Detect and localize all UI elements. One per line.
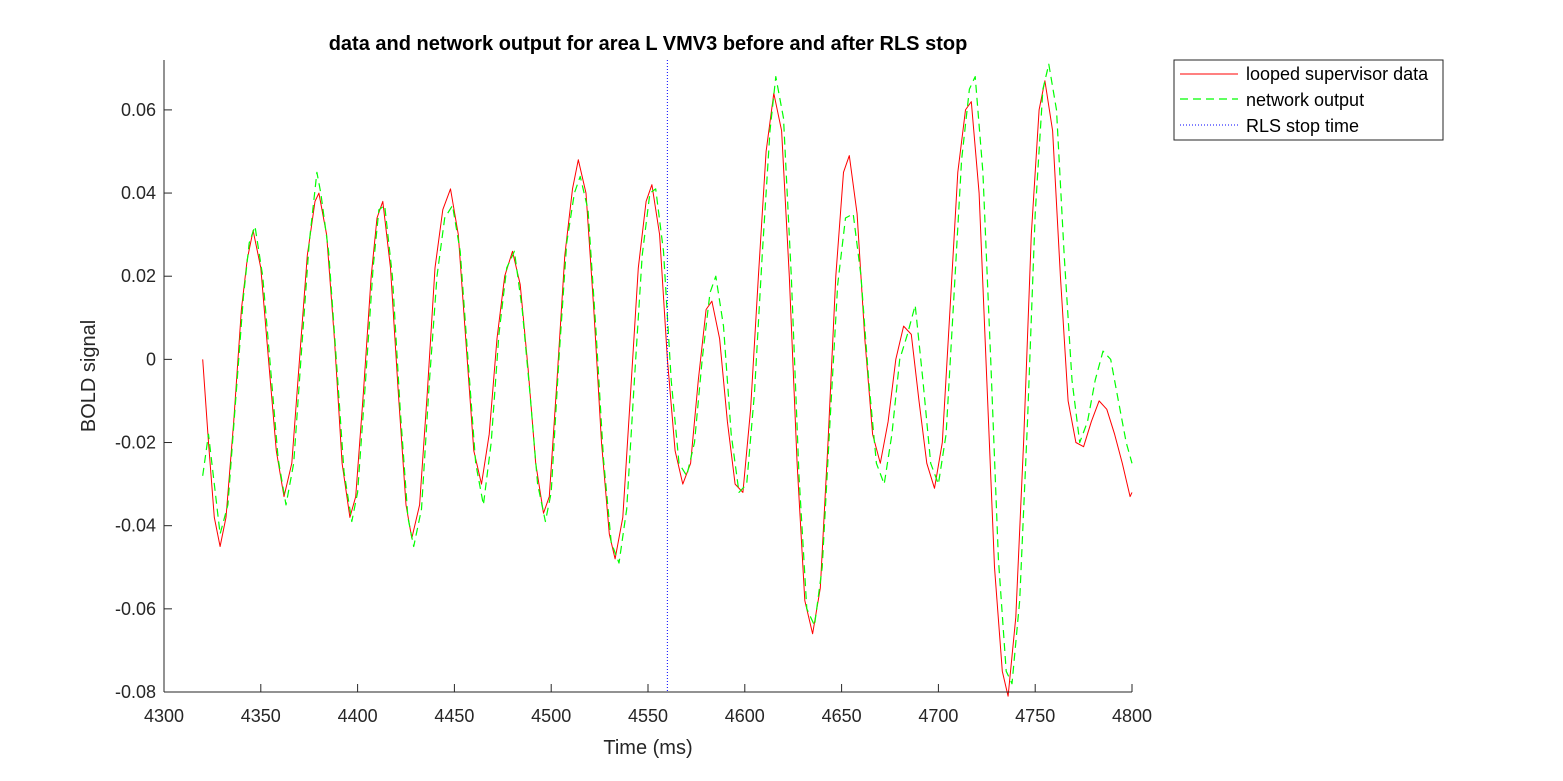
- y-axis-label: BOLD signal: [78, 320, 100, 432]
- x-tick-label: 4500: [531, 706, 571, 726]
- series-line-supervisor: [202, 80, 1133, 697]
- legend-label-network: network output: [1246, 90, 1364, 110]
- x-tick-label: 4300: [144, 706, 184, 726]
- x-tick-label: 4750: [1015, 706, 1055, 726]
- y-tick-label: -0.02: [115, 433, 156, 453]
- y-tick-label: 0: [146, 349, 156, 369]
- legend-label-supervisor: looped supervisor data: [1246, 64, 1429, 84]
- plot-area: 4300 4350 4400 4450 4500 4550 4600 4650 4700 4750…: [115, 60, 1152, 726]
- x-tick-label: 4800: [1112, 706, 1152, 726]
- x-tick-label: 4450: [434, 706, 474, 726]
- y-tick-label: 0.02: [121, 266, 156, 286]
- plot-background: [164, 60, 1132, 692]
- y-tick-label: -0.06: [115, 599, 156, 619]
- legend-label-rls: RLS stop time: [1246, 116, 1359, 136]
- y-tick-label: 0.04: [121, 183, 156, 203]
- x-tick-label: 4350: [241, 706, 281, 726]
- y-ticks: -0.08 -0.06 -0.04 -0.02 0 0.02 0.04 0.06: [115, 100, 172, 702]
- chart-title: data and network output for area L VMV3 …: [329, 33, 968, 55]
- x-tick-label: 4400: [338, 706, 378, 726]
- y-tick-label: -0.04: [115, 516, 156, 536]
- x-ticks: 4300 4350 4400 4450 4500 4550 4600 4650 4700 4750…: [144, 684, 1152, 726]
- legend: looped supervisor data network output RL…: [1173, 59, 1444, 141]
- y-tick-label: 0.06: [121, 100, 156, 120]
- x-tick-label: 4650: [822, 706, 862, 726]
- legend-box: [1173, 59, 1444, 141]
- y-tick-label: -0.08: [115, 682, 156, 702]
- series-line-network: [202, 63, 1133, 685]
- x-tick-label: 4600: [725, 706, 765, 726]
- x-tick-label: 4550: [628, 706, 668, 726]
- series-layer: [202, 60, 1133, 697]
- x-tick-label: 4700: [918, 706, 958, 726]
- x-axis-label: Time (ms): [603, 737, 692, 759]
